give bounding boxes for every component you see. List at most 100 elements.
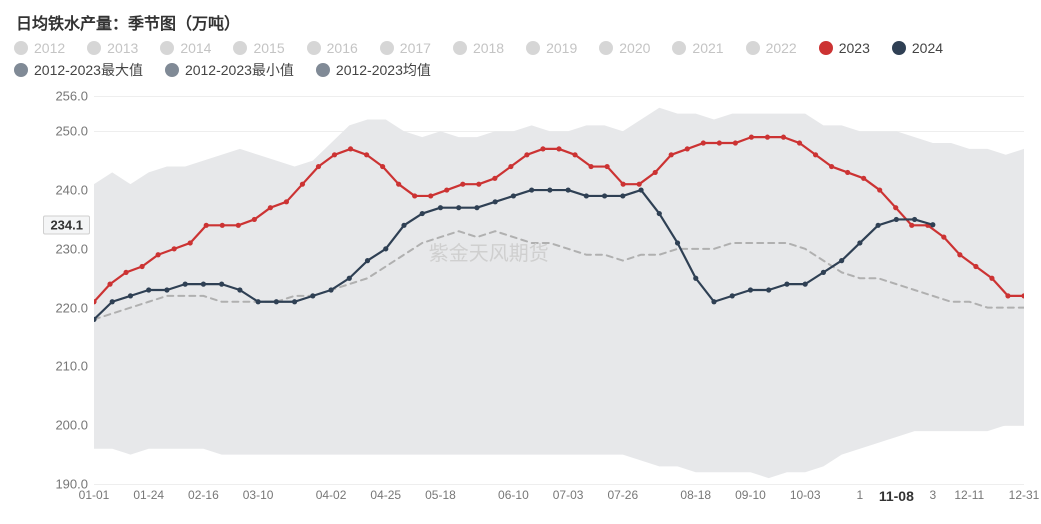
series-marker xyxy=(188,240,193,245)
series-marker xyxy=(605,164,610,169)
legend-label: 2014 xyxy=(180,40,211,56)
legend-label: 2022 xyxy=(766,40,797,56)
legend-label: 2024 xyxy=(912,40,943,56)
series-marker xyxy=(973,264,978,269)
series-marker xyxy=(675,240,680,245)
series-marker xyxy=(284,199,289,204)
legend-item[interactable]: 2013 xyxy=(87,40,138,56)
series-marker xyxy=(638,187,643,192)
legend: 2012 2013 2014 2015 2016 2017 2018 2019 2020 2021… xyxy=(14,40,1027,84)
x-tick-label: 12-11 xyxy=(954,484,984,502)
series-marker xyxy=(412,193,417,198)
legend-item[interactable]: 2014 xyxy=(160,40,211,56)
series-marker xyxy=(930,222,935,227)
legend-label: 2020 xyxy=(619,40,650,56)
legend-item[interactable]: 2012-2023均值 xyxy=(316,60,431,80)
series-marker xyxy=(292,299,297,304)
series-marker xyxy=(566,187,571,192)
legend-swatch xyxy=(14,41,28,55)
series-marker xyxy=(766,287,771,292)
series-marker xyxy=(156,252,161,257)
legend-swatch xyxy=(87,41,101,55)
series-marker xyxy=(164,287,169,292)
legend-item[interactable]: 2019 xyxy=(526,40,577,56)
series-marker xyxy=(183,282,188,287)
series-marker xyxy=(511,193,516,198)
series-marker xyxy=(383,246,388,251)
series-marker xyxy=(328,287,333,292)
x-tick-label: 07-03 xyxy=(553,484,584,502)
series-marker xyxy=(909,223,914,228)
legend-label: 2021 xyxy=(692,40,723,56)
legend-label: 2016 xyxy=(327,40,358,56)
x-tick-label: 09-10 xyxy=(735,484,766,502)
legend-item[interactable]: 2015 xyxy=(233,40,284,56)
series-marker xyxy=(172,246,177,251)
series-marker xyxy=(621,182,626,187)
legend-item[interactable]: 2012 xyxy=(14,40,65,56)
series-marker xyxy=(556,146,561,151)
series-marker xyxy=(957,252,962,257)
legend-swatch xyxy=(307,41,321,55)
legend-label: 2012-2023最大值 xyxy=(34,60,143,80)
chart-area: 190.0200.0210.0220.0230.0240.0250.0256.0… xyxy=(14,88,1027,518)
series-marker xyxy=(396,182,401,187)
series-marker xyxy=(784,282,789,287)
series-marker xyxy=(657,211,662,216)
series-marker xyxy=(765,135,770,140)
series-marker xyxy=(524,152,529,157)
series-marker xyxy=(316,164,321,169)
x-tick-label: 10-03 xyxy=(790,484,821,502)
x-tick-label: 12-31 xyxy=(1009,484,1040,502)
series-marker xyxy=(733,140,738,145)
chart-svg xyxy=(94,96,1024,484)
x-tick-label: 03-10 xyxy=(243,484,274,502)
series-marker xyxy=(781,135,786,140)
series-marker xyxy=(748,287,753,292)
series-marker xyxy=(857,240,862,245)
legend-label: 2013 xyxy=(107,40,138,56)
x-tick-label: 04-25 xyxy=(370,484,401,502)
legend-swatch xyxy=(316,63,330,77)
legend-swatch xyxy=(892,41,906,55)
legend-item[interactable]: 2022 xyxy=(746,40,797,56)
series-marker xyxy=(474,205,479,210)
y-tick-label: 220.0 xyxy=(55,300,94,315)
series-marker xyxy=(220,223,225,228)
legend-label: 2017 xyxy=(400,40,431,56)
series-marker xyxy=(701,140,706,145)
chart-title: 日均铁水产量：季节图（万吨） xyxy=(16,10,1027,34)
last-value-badge: 234.1 xyxy=(43,215,90,234)
series-marker xyxy=(508,164,513,169)
y-tick-label: 250.0 xyxy=(55,124,94,139)
series-marker xyxy=(912,217,917,222)
legend-item[interactable]: 2012-2023最大值 xyxy=(14,60,143,80)
series-marker xyxy=(797,140,802,145)
legend-label: 2012 xyxy=(34,40,65,56)
legend-swatch xyxy=(453,41,467,55)
x-tick-label: 08-18 xyxy=(680,484,711,502)
series-marker xyxy=(821,270,826,275)
legend-item[interactable]: 2018 xyxy=(453,40,504,56)
series-marker xyxy=(256,299,261,304)
legend-item[interactable]: 2020 xyxy=(599,40,650,56)
series-marker xyxy=(685,146,690,151)
legend-item[interactable]: 2016 xyxy=(307,40,358,56)
legend-swatch xyxy=(746,41,760,55)
legend-item[interactable]: 2021 xyxy=(672,40,723,56)
series-marker xyxy=(476,182,481,187)
y-tick-label: 256.0 xyxy=(55,89,94,104)
series-marker xyxy=(201,282,206,287)
series-marker xyxy=(492,176,497,181)
legend-item[interactable]: 2012-2023最小值 xyxy=(165,60,294,80)
legend-swatch xyxy=(819,41,833,55)
legend-item[interactable]: 2024 xyxy=(892,40,943,56)
chart-container: 日均铁水产量：季节图（万吨） 2012201320142015201620172… xyxy=(0,0,1041,524)
legend-label: 2012-2023均值 xyxy=(336,60,431,80)
series-marker xyxy=(444,187,449,192)
series-marker xyxy=(493,199,498,204)
series-marker xyxy=(252,217,257,222)
legend-item[interactable]: 2023 xyxy=(819,40,870,56)
series-marker xyxy=(876,223,881,228)
legend-item[interactable]: 2017 xyxy=(380,40,431,56)
